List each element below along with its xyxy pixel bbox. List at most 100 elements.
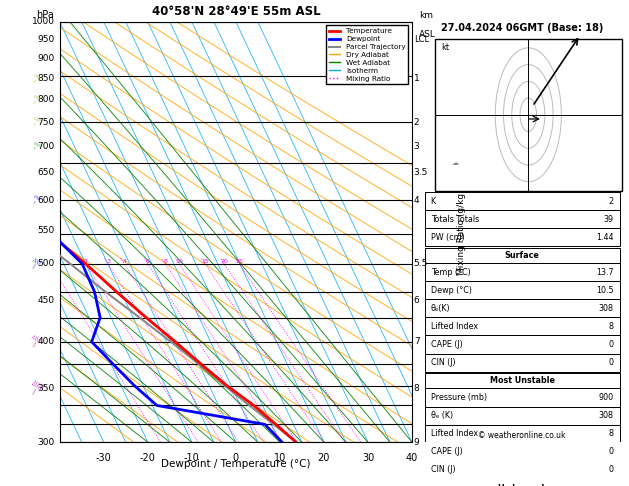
Text: ASL: ASL (419, 30, 436, 39)
Bar (425, 317, 620, 335)
Text: 10.5: 10.5 (596, 286, 613, 295)
Bar (425, 228, 620, 246)
Bar (425, 353, 620, 372)
Text: 3: 3 (106, 259, 110, 264)
Text: 0: 0 (608, 447, 613, 456)
Text: 6: 6 (414, 296, 420, 305)
Text: 7: 7 (414, 337, 420, 347)
Text: /////
|: ///// | (30, 73, 40, 84)
Text: -20: -20 (140, 453, 156, 463)
Text: 400: 400 (37, 337, 55, 347)
Bar (425, 281, 620, 299)
Bar (425, 443, 620, 461)
X-axis label: Dewpoint / Temperature (°C): Dewpoint / Temperature (°C) (161, 459, 311, 469)
Bar (425, 210, 620, 228)
Bar (425, 248, 620, 263)
Text: θₑ (K): θₑ (K) (431, 411, 453, 420)
Text: /////
|: ///// | (30, 94, 40, 105)
Bar (425, 481, 620, 486)
Bar (435, 39, 621, 191)
Text: 8: 8 (608, 429, 613, 438)
Text: 40°58'N 28°49'E 55m ASL: 40°58'N 28°49'E 55m ASL (152, 5, 320, 17)
Text: 750: 750 (37, 118, 55, 127)
Text: 2: 2 (414, 118, 420, 127)
Text: Temp (°C): Temp (°C) (431, 268, 470, 277)
Text: kt: kt (441, 43, 449, 52)
Text: LCL: LCL (414, 35, 429, 44)
Text: Lifted Index: Lifted Index (431, 429, 478, 438)
Text: CAPE (J): CAPE (J) (431, 447, 462, 456)
Text: 308: 308 (598, 304, 613, 313)
Text: 30: 30 (362, 453, 374, 463)
Text: 8: 8 (414, 384, 420, 393)
Text: 3.5: 3.5 (414, 168, 428, 177)
Bar (425, 425, 620, 443)
Text: 600: 600 (37, 196, 55, 205)
Text: km: km (419, 11, 433, 20)
Text: 0: 0 (608, 358, 613, 367)
Text: 900: 900 (598, 393, 613, 402)
Text: 2: 2 (84, 259, 88, 264)
Text: 39: 39 (603, 215, 613, 224)
Bar (425, 299, 620, 317)
Text: 950: 950 (37, 35, 55, 44)
Text: /////
|: ///// | (30, 117, 40, 128)
Text: 1: 1 (414, 74, 420, 83)
Text: 5.5: 5.5 (414, 260, 428, 268)
Text: 15: 15 (201, 259, 209, 264)
Text: 8: 8 (164, 259, 167, 264)
Text: 20: 20 (318, 453, 330, 463)
Text: 8: 8 (608, 322, 613, 331)
Text: Mixing Ratio (g/kg): Mixing Ratio (g/kg) (457, 189, 466, 275)
Text: Lifted Index: Lifted Index (431, 322, 478, 331)
Text: 20: 20 (220, 259, 228, 264)
Bar (425, 335, 620, 353)
Text: 650: 650 (37, 168, 55, 177)
Text: Most Unstable: Most Unstable (489, 376, 555, 385)
Legend: Temperature, Dewpoint, Parcel Trajectory, Dry Adiabat, Wet Adiabat, Isotherm, Mi: Temperature, Dewpoint, Parcel Trajectory… (326, 25, 408, 85)
Text: 0: 0 (608, 340, 613, 349)
Bar (425, 373, 620, 388)
Text: 1.44: 1.44 (596, 233, 613, 242)
Bar (425, 461, 620, 479)
Text: ☁: ☁ (452, 159, 459, 166)
Text: 4: 4 (414, 196, 420, 205)
Text: 6: 6 (146, 259, 150, 264)
Text: Surface: Surface (504, 251, 540, 260)
Text: 40: 40 (406, 453, 418, 463)
Text: 2: 2 (608, 197, 613, 206)
Bar (425, 388, 620, 406)
Text: 10: 10 (274, 453, 286, 463)
Text: hPa: hPa (36, 10, 55, 20)
Text: 450: 450 (37, 296, 55, 305)
Text: θₑ(K): θₑ(K) (431, 304, 450, 313)
Text: 9: 9 (414, 438, 420, 447)
Text: 25: 25 (235, 259, 243, 264)
Text: /////
|: ///// | (30, 141, 40, 152)
Text: 800: 800 (37, 95, 55, 104)
Text: 0: 0 (233, 453, 239, 463)
Bar (425, 263, 620, 281)
Text: CIN (J): CIN (J) (431, 465, 455, 474)
Bar (425, 406, 620, 425)
Text: 900: 900 (37, 54, 55, 63)
Text: 300: 300 (37, 438, 55, 447)
Text: 700: 700 (37, 142, 55, 151)
Text: PW (cm): PW (cm) (431, 233, 464, 242)
Text: 308: 308 (598, 411, 613, 420)
Text: CAPE (J): CAPE (J) (431, 340, 462, 349)
Text: © weatheronline.co.uk: © weatheronline.co.uk (478, 431, 566, 440)
Text: 1000: 1000 (31, 17, 55, 26)
Text: /////
|: ///// | (29, 257, 42, 271)
Text: 0: 0 (608, 465, 613, 474)
Text: /////
|: ///// | (26, 380, 43, 398)
Text: K: K (431, 197, 436, 206)
Text: 10: 10 (175, 259, 183, 264)
Text: 500: 500 (37, 260, 55, 268)
Text: 4: 4 (122, 259, 126, 264)
Text: 27.04.2024 06GMT (Base: 18): 27.04.2024 06GMT (Base: 18) (441, 23, 603, 33)
Text: CIN (J): CIN (J) (431, 358, 455, 367)
Text: -10: -10 (184, 453, 200, 463)
Text: Dewp (°C): Dewp (°C) (431, 286, 472, 295)
Text: 13.7: 13.7 (596, 268, 613, 277)
